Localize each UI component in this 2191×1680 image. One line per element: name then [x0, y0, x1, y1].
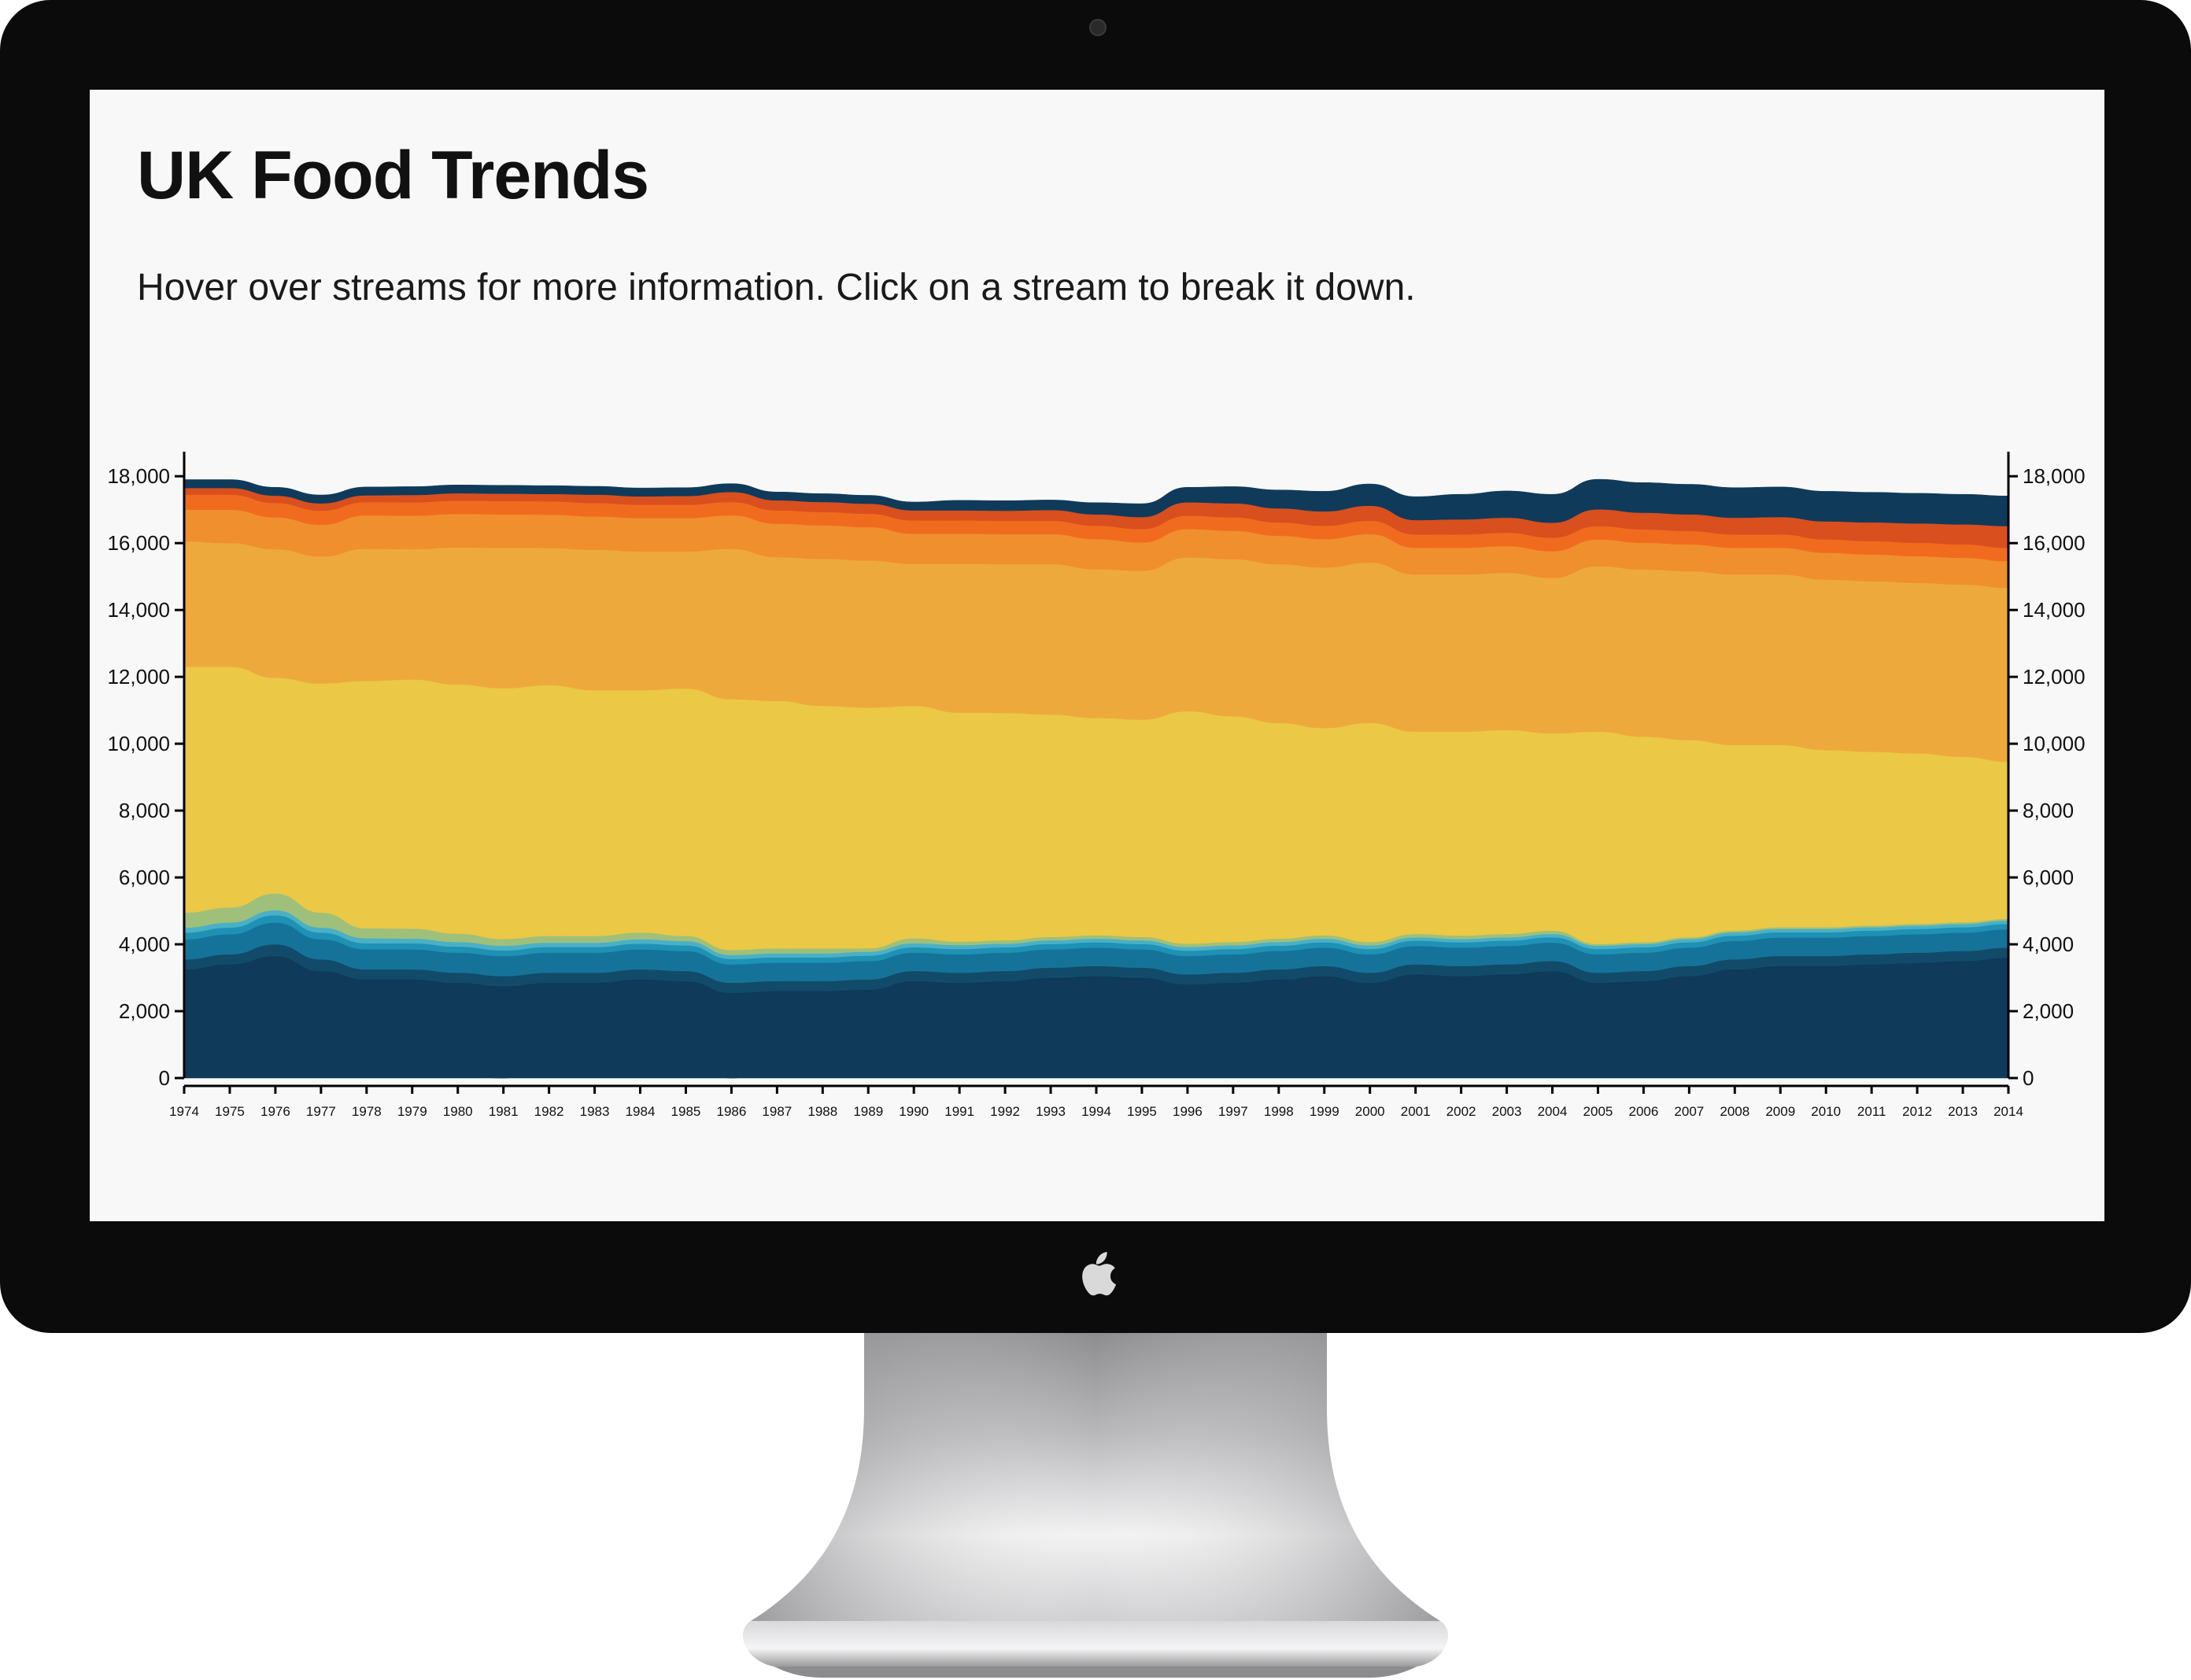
x-tick-label: 1995: [1127, 1104, 1157, 1119]
x-tick-label: 1982: [534, 1104, 564, 1119]
x-tick-label: 1998: [1264, 1104, 1294, 1119]
y-tick-label-left: 12,000: [107, 665, 170, 689]
y-tick-label-left: 0: [159, 1066, 170, 1090]
y-tick-label-left: 8,000: [119, 799, 170, 822]
x-tick-label: 1977: [306, 1104, 336, 1119]
y-tick-label-left: 4,000: [119, 932, 170, 956]
x-tick-label: 1991: [944, 1104, 974, 1119]
y-tick-label-right: 8,000: [2023, 799, 2074, 822]
apple-logo-icon: [1082, 1252, 1116, 1296]
x-tick-label: 2005: [1583, 1104, 1613, 1119]
x-tick-label: 1986: [716, 1104, 746, 1119]
y-tick-label-left: 6,000: [119, 866, 170, 889]
x-tick-label: 1983: [580, 1104, 610, 1119]
x-tick-label: 2010: [1811, 1104, 1841, 1119]
camera-icon: [1089, 19, 1107, 36]
page-subtitle: Hover over streams for more information.…: [137, 267, 1416, 308]
x-tick-label: 1999: [1310, 1104, 1339, 1119]
x-tick-label: 2012: [1902, 1104, 1932, 1119]
x-tick-label: 1975: [215, 1104, 245, 1119]
x-tick-label: 1993: [1036, 1104, 1066, 1119]
stream-layers: [183, 478, 2009, 1079]
x-tick-label: 1979: [397, 1104, 427, 1119]
x-tick-label: 1980: [443, 1104, 473, 1119]
x-tick-label: 1987: [762, 1104, 792, 1119]
x-tick-label: 2008: [1720, 1104, 1749, 1119]
y-tick-label-left: 10,000: [107, 732, 170, 755]
y-tick-label-right: 10,000: [2023, 732, 2086, 755]
x-tick-label: 1974: [169, 1104, 199, 1119]
y-tick-label-right: 4,000: [2023, 932, 2074, 956]
y-tick-label-right: 0: [2023, 1066, 2034, 1090]
x-tick-label: 1990: [899, 1104, 929, 1119]
x-tick-label: 2009: [1765, 1104, 1795, 1119]
x-tick-label: 1978: [352, 1104, 382, 1119]
x-tick-label: 1976: [260, 1104, 290, 1119]
x-tick-label: 2007: [1674, 1104, 1704, 1119]
x-tick-label: 1988: [807, 1104, 837, 1119]
x-tick-label: 1985: [671, 1104, 701, 1119]
page-title: UK Food Trends: [137, 138, 649, 213]
x-tick-label: 1996: [1173, 1104, 1203, 1119]
x-tick-label: 1992: [990, 1104, 1020, 1119]
x-tick-label: 2002: [1447, 1104, 1476, 1119]
streamgraph-chart: 0 0 2,000 2,000 4,000 4,000 6,000 6,000 8,000 8,0…: [107, 452, 2086, 1119]
monitor-bezel: UK Food Trends Hover over streams for mo…: [0, 0, 2191, 1333]
x-tick-label: 2011: [1857, 1104, 1886, 1119]
x-tick-label: 1984: [626, 1104, 656, 1119]
y-tick-label-right: 12,000: [2023, 665, 2086, 689]
x-tick-label: 1981: [489, 1104, 519, 1119]
x-tick-label: 2000: [1355, 1104, 1385, 1119]
x-tick-label: 2001: [1401, 1104, 1431, 1119]
x-tick-label: 2003: [1492, 1104, 1522, 1119]
y-tick-label-right: 18,000: [2023, 464, 2086, 488]
x-tick-label: 2014: [1993, 1104, 2023, 1119]
screen: UK Food Trends Hover over streams for mo…: [90, 90, 2104, 1221]
x-tick-label: 2006: [1628, 1104, 1658, 1119]
y-tick-label-right: 2,000: [2023, 999, 2074, 1023]
y-tick-label-left: 2,000: [119, 999, 170, 1023]
y-tick-label-right: 16,000: [2023, 531, 2086, 555]
y-tick-label-left: 16,000: [107, 531, 170, 555]
x-tick-label: 2013: [1948, 1104, 1978, 1119]
y-tick-label-right: 14,000: [2023, 598, 2086, 622]
y-tick-label-left: 14,000: [107, 598, 170, 622]
x-tick-label: 1994: [1081, 1104, 1111, 1119]
axes: [175, 452, 2018, 1094]
y-tick-label-right: 6,000: [2023, 866, 2074, 889]
x-tick-label: 1989: [853, 1104, 883, 1119]
x-tick-label: 1997: [1218, 1104, 1248, 1119]
x-tick-label: 2004: [1538, 1104, 1568, 1119]
y-tick-label-left: 18,000: [107, 464, 170, 488]
